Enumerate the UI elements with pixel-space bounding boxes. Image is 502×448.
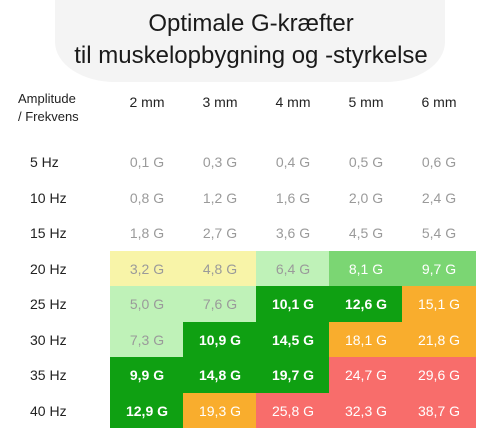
table-cell: 12,9 G — [110, 393, 184, 428]
table-cell: 14,8 G — [183, 357, 257, 393]
table-cell: 1,2 G — [183, 180, 257, 215]
table-cell: 0,1 G — [110, 144, 184, 180]
table-cell: 10,9 G — [183, 322, 257, 357]
table-cell: 10,1 G — [256, 286, 330, 322]
table-cell: 24,7 G — [329, 357, 403, 393]
table-cell: 9,9 G — [110, 357, 184, 393]
table-cell: 15,1 G — [402, 286, 476, 322]
row-header: 10 Hz — [30, 190, 67, 206]
row-header: 5 Hz — [30, 154, 59, 170]
table-cell: 3,2 G — [110, 251, 184, 286]
column-header: 5 mm — [348, 94, 384, 110]
corner-line-2: / Frekvens — [18, 109, 79, 124]
table-cell: 5,4 G — [402, 215, 476, 251]
row-header: 40 Hz — [30, 403, 67, 419]
row-header: 30 Hz — [30, 332, 67, 348]
table-cell: 19,3 G — [183, 393, 257, 428]
column-header: 3 mm — [202, 94, 238, 110]
row-header: 20 Hz — [30, 261, 67, 277]
title-line-2: til muskelopbygning og -styrkelse — [74, 42, 428, 69]
table-cell: 7,3 G — [110, 322, 184, 357]
table-cell: 3,6 G — [256, 215, 330, 251]
title-background — [55, 0, 445, 82]
table-cell: 8,1 G — [329, 251, 403, 286]
table-cell: 6,4 G — [256, 251, 330, 286]
table-cell: 32,3 G — [329, 393, 403, 428]
table-cell: 1,8 G — [110, 215, 184, 251]
table-cell: 29,6 G — [402, 357, 476, 393]
title-line-1: Optimale G-kræfter — [148, 10, 354, 37]
table-cell: 0,6 G — [402, 144, 476, 180]
table-cell: 38,7 G — [402, 393, 476, 428]
table-cell: 0,8 G — [110, 180, 184, 215]
table-cell: 4,8 G — [183, 251, 257, 286]
table-cell: 18,1 G — [329, 322, 403, 357]
row-header: 15 Hz — [30, 225, 67, 241]
table-cell: 4,5 G — [329, 215, 403, 251]
table-cell: 19,7 G — [256, 357, 330, 393]
column-header: 4 mm — [275, 94, 311, 110]
row-header: 25 Hz — [30, 296, 67, 312]
table-cell: 0,3 G — [183, 144, 257, 180]
table-cell: 12,6 G — [329, 286, 403, 322]
table-cell: 5,0 G — [110, 286, 184, 322]
table-cell: 21,8 G — [402, 322, 476, 357]
table-cell: 2,0 G — [329, 180, 403, 215]
table-cell: 9,7 G — [402, 251, 476, 286]
row-header: 35 Hz — [30, 367, 67, 383]
page-title: Optimale G-kræfter til muskelopbygning o… — [0, 8, 502, 72]
corner-line-1: Amplitude — [18, 91, 76, 106]
table-cell: 25,8 G — [256, 393, 330, 428]
table-cell: 1,6 G — [256, 180, 330, 215]
table-cell: 2,4 G — [402, 180, 476, 215]
table-cell: 2,7 G — [183, 215, 257, 251]
table-cell: 7,6 G — [183, 286, 257, 322]
table-cell: 0,5 G — [329, 144, 403, 180]
column-header: 2 mm — [129, 94, 165, 110]
corner-header: Amplitude / Frekvens — [18, 90, 108, 126]
table-cell: 0,4 G — [256, 144, 330, 180]
table-cell: 14,5 G — [256, 322, 330, 357]
column-header: 6 mm — [421, 94, 457, 110]
